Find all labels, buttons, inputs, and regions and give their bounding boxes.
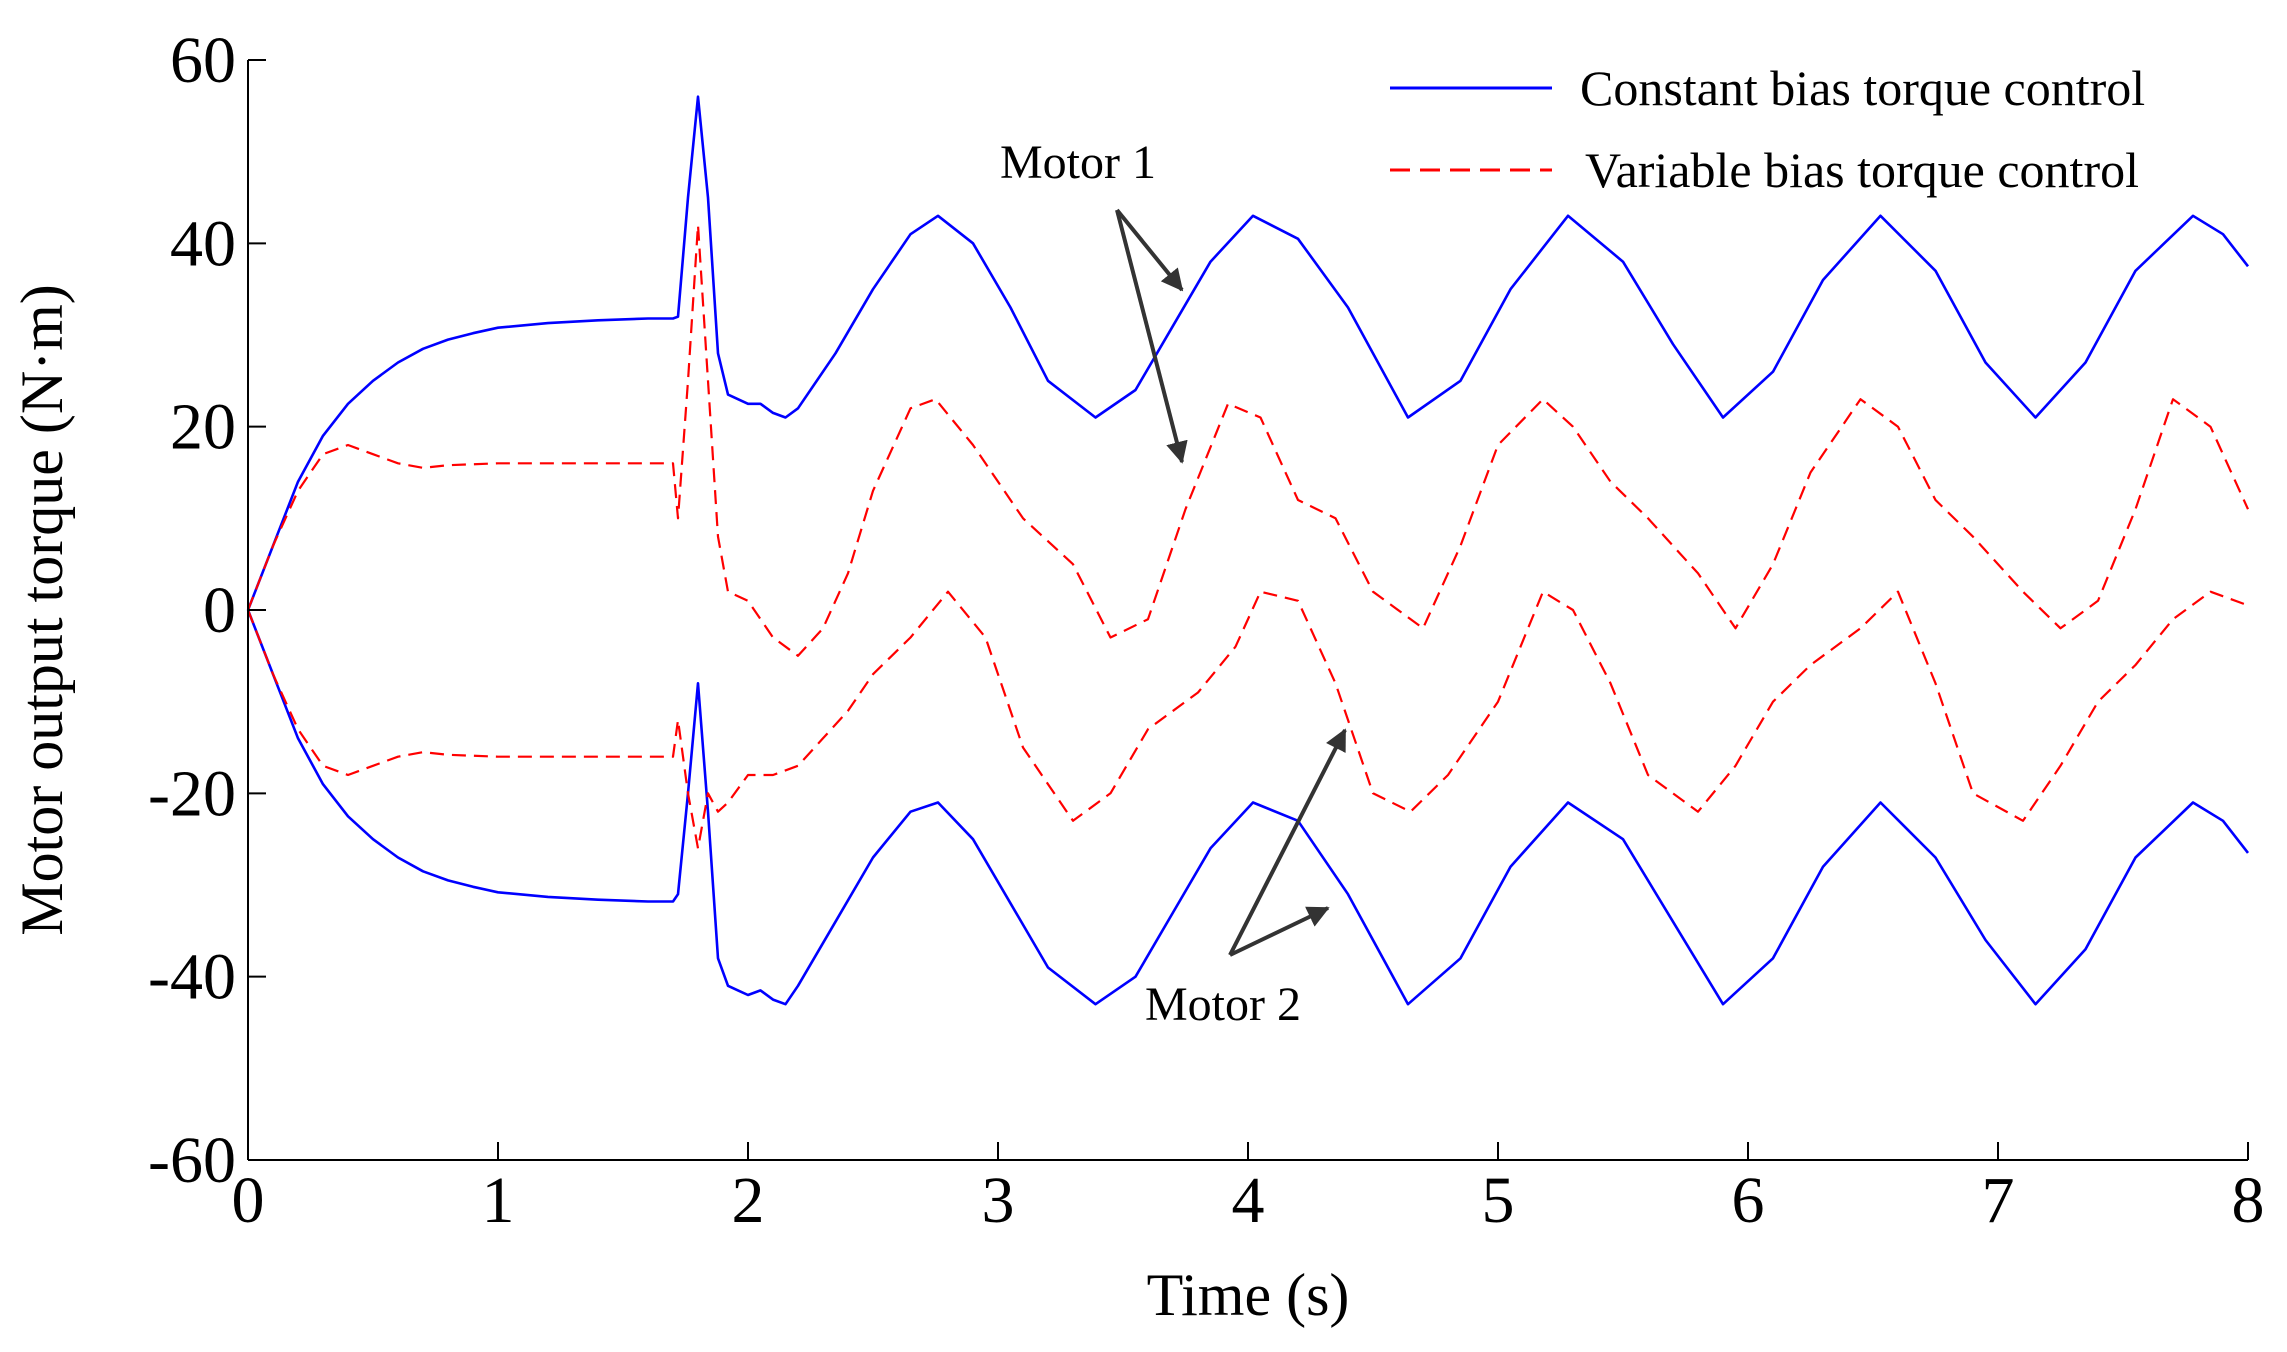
x-tick-label: 1	[482, 1164, 515, 1237]
series-layer	[246, 95, 2250, 1006]
x-tick-label: 3	[982, 1164, 1015, 1237]
annotation-motor-2-arrow-blue	[1229, 906, 1330, 957]
annotation-motor-1-label: Motor 1	[1000, 136, 1156, 189]
x-tick-label: 7	[1982, 1164, 2015, 1237]
variable-bias-motor-2-line	[246, 590, 2249, 850]
y-tick-label: 40	[170, 207, 236, 280]
legend-label-variable-bias: Variable bias torque control	[1585, 142, 2139, 198]
legend-label-constant-bias: Constant bias torque control	[1580, 60, 2145, 116]
legend: Constant bias torque control Variable bi…	[1390, 60, 2145, 198]
y-tick-label: 60	[170, 24, 236, 97]
y-ticks: -60 -40 -20 0 20 40 60	[148, 24, 266, 1197]
x-tick-label: 5	[1482, 1164, 1515, 1237]
y-tick-label: -60	[148, 1124, 236, 1197]
annotation-motor-1-arrow-blue	[1115, 208, 1184, 292]
annotations: Motor 1 Motor 2	[1000, 136, 1347, 1031]
constant-bias-motor-1-line	[246, 95, 2250, 611]
y-tick-label: 20	[170, 391, 236, 464]
x-tick-label: 6	[1732, 1164, 1765, 1237]
x-tick-label: 2	[732, 1164, 765, 1237]
annotation-motor-1-arrow-red	[1115, 209, 1188, 464]
x-ticks: 0 1 2 3 4 5 6 7 8	[232, 1142, 2265, 1237]
y-tick-label: -40	[148, 941, 236, 1014]
x-tick-label: 4	[1232, 1164, 1265, 1237]
annotation-motor-2-arrow-red	[1228, 728, 1347, 956]
x-axis-title: Time (s)	[1147, 1262, 1350, 1328]
x-tick-label: 0	[232, 1164, 265, 1237]
x-tick-label: 8	[2232, 1164, 2265, 1237]
constant-bias-motor-2-line	[246, 609, 2250, 1006]
variable-bias-motor-1-line	[246, 223, 2250, 657]
annotation-motor-2-label: Motor 2	[1145, 978, 1301, 1031]
y-tick-label: -20	[148, 757, 236, 830]
y-tick-label: 0	[203, 574, 236, 647]
y-axis-title: Motor output torque (N·m)	[9, 284, 75, 936]
